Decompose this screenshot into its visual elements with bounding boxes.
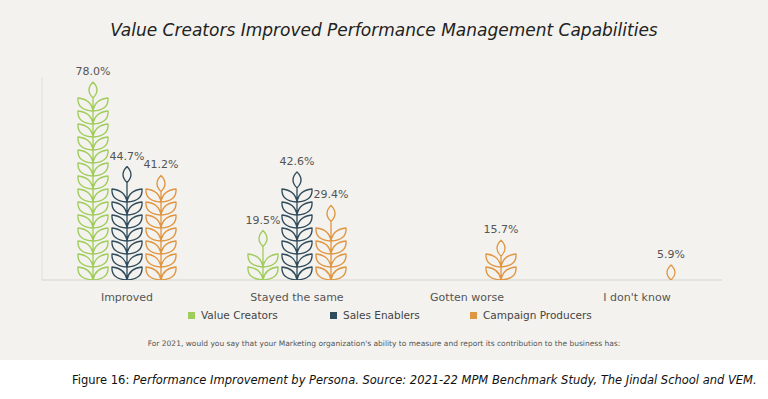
data-labels: 78.0% 19.5% 44.7% 42.6% 41.2% 29.4% 15.7% 5.9% xyxy=(76,65,685,261)
caption-part: Figure 16: xyxy=(72,373,129,387)
leaf-bar xyxy=(146,175,176,280)
caption-part: Performance Improvement by Persona. xyxy=(129,373,359,387)
x-tick-label: Improved xyxy=(101,291,153,304)
legend-swatch xyxy=(188,312,195,319)
data-label: 41.2% xyxy=(144,158,179,171)
chart: Value Creators Improved Performance Mana… xyxy=(0,0,768,399)
leaf-bar xyxy=(316,205,346,280)
legend-label: Campaign Producers xyxy=(483,309,592,321)
chart-background xyxy=(0,0,768,360)
legend-swatch xyxy=(330,312,337,319)
plot-area xyxy=(78,82,675,280)
data-label: 78.0% xyxy=(76,65,111,78)
leaf-bar xyxy=(112,167,142,280)
question-note: For 2021, would you say that your Market… xyxy=(148,339,621,348)
legend-label: Value Creators xyxy=(201,309,278,321)
leaf-bar xyxy=(282,172,312,280)
caption-part: Source: 2021-22 MPM Benchmark Study, The… xyxy=(359,373,757,387)
data-label: 19.5% xyxy=(246,214,281,227)
x-axis-line xyxy=(42,280,722,281)
legend-swatch xyxy=(470,312,477,319)
x-tick-label: I don't know xyxy=(603,291,670,304)
title: Value Creators Improved Performance Mana… xyxy=(110,20,658,40)
x-tick-label: Gotten worse xyxy=(430,291,504,304)
data-label: 29.4% xyxy=(314,188,349,201)
leaf-bar xyxy=(78,82,108,280)
leaf-bar xyxy=(248,231,278,280)
y-axis-line xyxy=(42,77,43,280)
legend-label: Sales Enablers xyxy=(343,309,420,321)
data-label: 44.7% xyxy=(110,150,145,163)
caption-background xyxy=(0,360,768,399)
leaf-bar xyxy=(486,240,516,280)
leaf-bar xyxy=(667,265,675,280)
legend: Value Creators Sales Enablers Campaign Pro… xyxy=(188,309,592,321)
data-label: 5.9% xyxy=(657,248,685,261)
caption: Figure 16: Performance Improvement by Pe… xyxy=(72,373,757,387)
data-label: 15.7% xyxy=(484,223,519,236)
x-tick-label: Stayed the same xyxy=(250,291,344,304)
data-label: 42.6% xyxy=(280,155,315,168)
